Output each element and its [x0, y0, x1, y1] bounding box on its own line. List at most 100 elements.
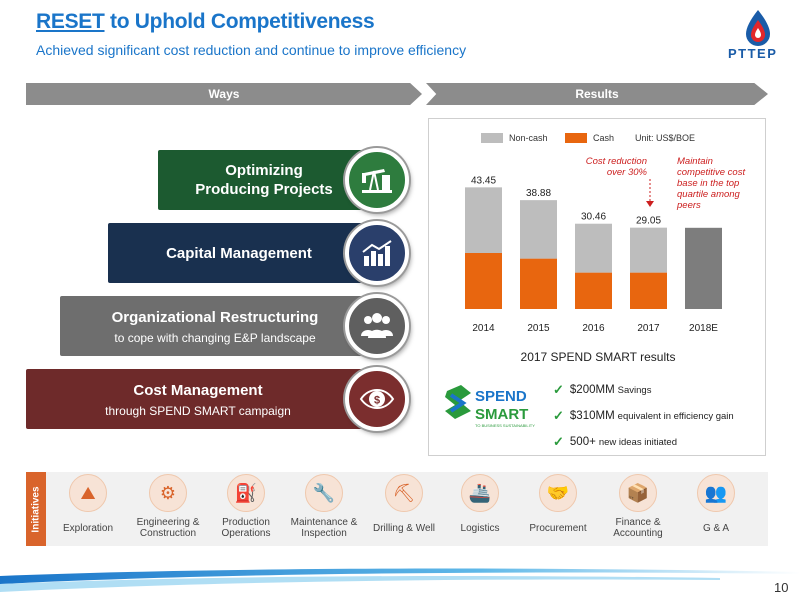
initiative-item: ⚙ Engineering & Construction: [128, 474, 208, 540]
engineering-icon: ⚙: [149, 474, 187, 512]
way-title: Optimizing Producing Projects: [195, 162, 333, 198]
bar-noncash-2016: [575, 223, 612, 273]
bar-noncash-2017: [630, 227, 667, 273]
reduction-arrowhead: [646, 201, 654, 207]
bar-cash-2014: [465, 253, 502, 309]
initiative-label: Drilling & Well: [372, 522, 436, 534]
bar-total-label: 38.88: [526, 188, 551, 199]
oil-pump-icon: [345, 148, 409, 212]
drilling-icon: ⛏: [385, 474, 423, 512]
initiative-item: 🤝 Procurement: [518, 474, 598, 540]
way-subtitle: through SPEND SMART campaign: [105, 403, 291, 418]
admin-icon: 👥: [697, 474, 735, 512]
checkmark-icon: ✓: [553, 382, 564, 397]
spend-smart-results-title: 2017 SPEND SMART results: [520, 350, 676, 364]
way-title: Cost Management: [133, 381, 263, 399]
initiative-item: ⛏ Drilling & Well: [364, 474, 444, 540]
results-banner: Results: [426, 83, 768, 105]
way-cost-management: Cost Management through SPEND SMART camp…: [26, 369, 370, 429]
initiatives-label: Initiatives: [26, 472, 46, 546]
way-title: Organizational Restructuring: [111, 308, 319, 326]
ways-banner: Ways: [26, 83, 422, 105]
spend-results-list: ✓ $200MM Savings ✓ $310MM equivalent in effi…: [553, 377, 734, 455]
result-value: $310MM: [569, 410, 615, 422]
x-tick-label: 2015: [527, 323, 550, 334]
legend-label: Non-cash: [509, 133, 548, 143]
page-subtitle: Achieved significant cost reduction and …: [36, 42, 467, 58]
way-organizational-restructuring: Organizational Restructuring to cope wit…: [60, 296, 370, 356]
spend-result-item: ✓ 500+ new ideas initiated: [553, 429, 734, 455]
way-title: Capital Management: [166, 244, 312, 262]
results-panel: Non-cash Cash Unit: US$/BOE 43.45 2014 38.…: [428, 118, 766, 456]
chart-unit: Unit: US$/BOE: [635, 133, 696, 143]
result-desc: equivalent in efficiency gain: [617, 410, 734, 422]
spend-logo-tagline: TO BUSINESS SUSTAINABILITY: [475, 423, 535, 428]
spend-result-item: ✓ $200MM Savings: [553, 377, 734, 403]
initiatives-label-text: Initiatives: [30, 485, 42, 533]
page-title: RESET to Uphold Competitiveness: [36, 10, 375, 34]
way-capital-management: Capital Management: [108, 223, 370, 283]
title-rest: to Uphold Competitiveness: [104, 10, 375, 33]
title-highlight: RESET: [36, 10, 105, 33]
exploration-icon: ⛰: [69, 474, 107, 512]
bar-total-label: 29.05: [636, 216, 661, 227]
initiative-label: Maintenance & Inspection: [290, 517, 358, 539]
bar-cash-2016: [575, 272, 612, 309]
checkmark-icon: ✓: [553, 434, 564, 449]
annotation-cost-reduction: Cost reduction over 30%: [585, 156, 647, 178]
bar-cash-2017: [630, 272, 667, 309]
spend-smart-logo: SPEND SMART TO BUSINESS SUSTAINABILITY: [445, 385, 535, 428]
initiative-item: 🚢 Logistics: [440, 474, 520, 540]
maintenance-icon: 🔧: [305, 474, 343, 512]
people-icon: [345, 294, 409, 358]
initiative-label: Exploration: [62, 522, 114, 534]
initiative-label: Finance & Accounting: [613, 517, 663, 539]
bar-noncash-2014: [465, 187, 502, 253]
spend-logo-word: SPEND: [475, 388, 527, 405]
pttep-logo: [746, 10, 770, 46]
finance-icon: 📦: [619, 474, 657, 512]
smart-logo-word: SMART: [475, 406, 528, 423]
bar-total-label: 30.46: [581, 212, 606, 223]
way-subtitle: to cope with changing E&P landscape: [114, 330, 316, 345]
x-tick-label: 2018E: [689, 323, 718, 334]
svg-text:$: $: [374, 395, 380, 407]
legend-label: Cash: [593, 133, 615, 143]
initiative-item: 📦 Finance & Accounting: [598, 474, 678, 540]
page-number: 10: [774, 580, 789, 595]
result-value: 500+: [569, 436, 596, 448]
result-desc: new ideas initiated: [598, 436, 677, 448]
legend-noncash: Non-cash: [481, 133, 548, 143]
legend-swatch: [481, 133, 503, 143]
bar-total-label: 43.45: [471, 175, 496, 186]
cost-chart: 43.45 2014 38.88 2015 30.46 2016 29.05 2017 2018…: [465, 175, 722, 334]
initiative-label: Procurement: [529, 522, 587, 534]
initiative-item: 👥 G & A: [676, 474, 756, 540]
handshake-icon: 🤝: [539, 474, 577, 512]
way-optimizing-projects: Optimizing Producing Projects: [158, 150, 370, 210]
result-value: $200MM: [569, 384, 615, 396]
legend-swatch: [565, 133, 587, 143]
spend-result-item: ✓ $310MM equivalent in efficiency gain: [553, 403, 734, 429]
bar-cash-2015: [520, 258, 557, 309]
bar-chart-icon: [345, 221, 409, 285]
initiative-label: Logistics: [460, 522, 500, 534]
initiative-label: Engineering & Construction: [136, 517, 200, 539]
result-desc: Savings: [617, 384, 652, 396]
bar-noncash-2015: [520, 200, 557, 259]
initiative-label: Production Operations: [221, 517, 271, 539]
initiative-item: 🔧 Maintenance & Inspection: [284, 474, 364, 540]
checkmark-icon: ✓: [553, 408, 564, 423]
x-tick-label: 2014: [472, 323, 495, 334]
x-tick-label: 2017: [637, 323, 660, 334]
annotation-maintain-competitive: Maintain competitive cost base in the to…: [677, 156, 746, 211]
x-tick-label: 2016: [582, 323, 605, 334]
initiative-label: G & A: [702, 522, 730, 534]
logo-text: PTTEP: [728, 46, 778, 61]
legend-cash: Cash: [565, 133, 614, 143]
dollar-eye-icon: $: [345, 367, 409, 431]
production-icon: ⛽: [227, 474, 265, 512]
bar-forecast-2018E: [685, 227, 722, 309]
ship-icon: 🚢: [461, 474, 499, 512]
footer-swoosh: [0, 568, 800, 592]
